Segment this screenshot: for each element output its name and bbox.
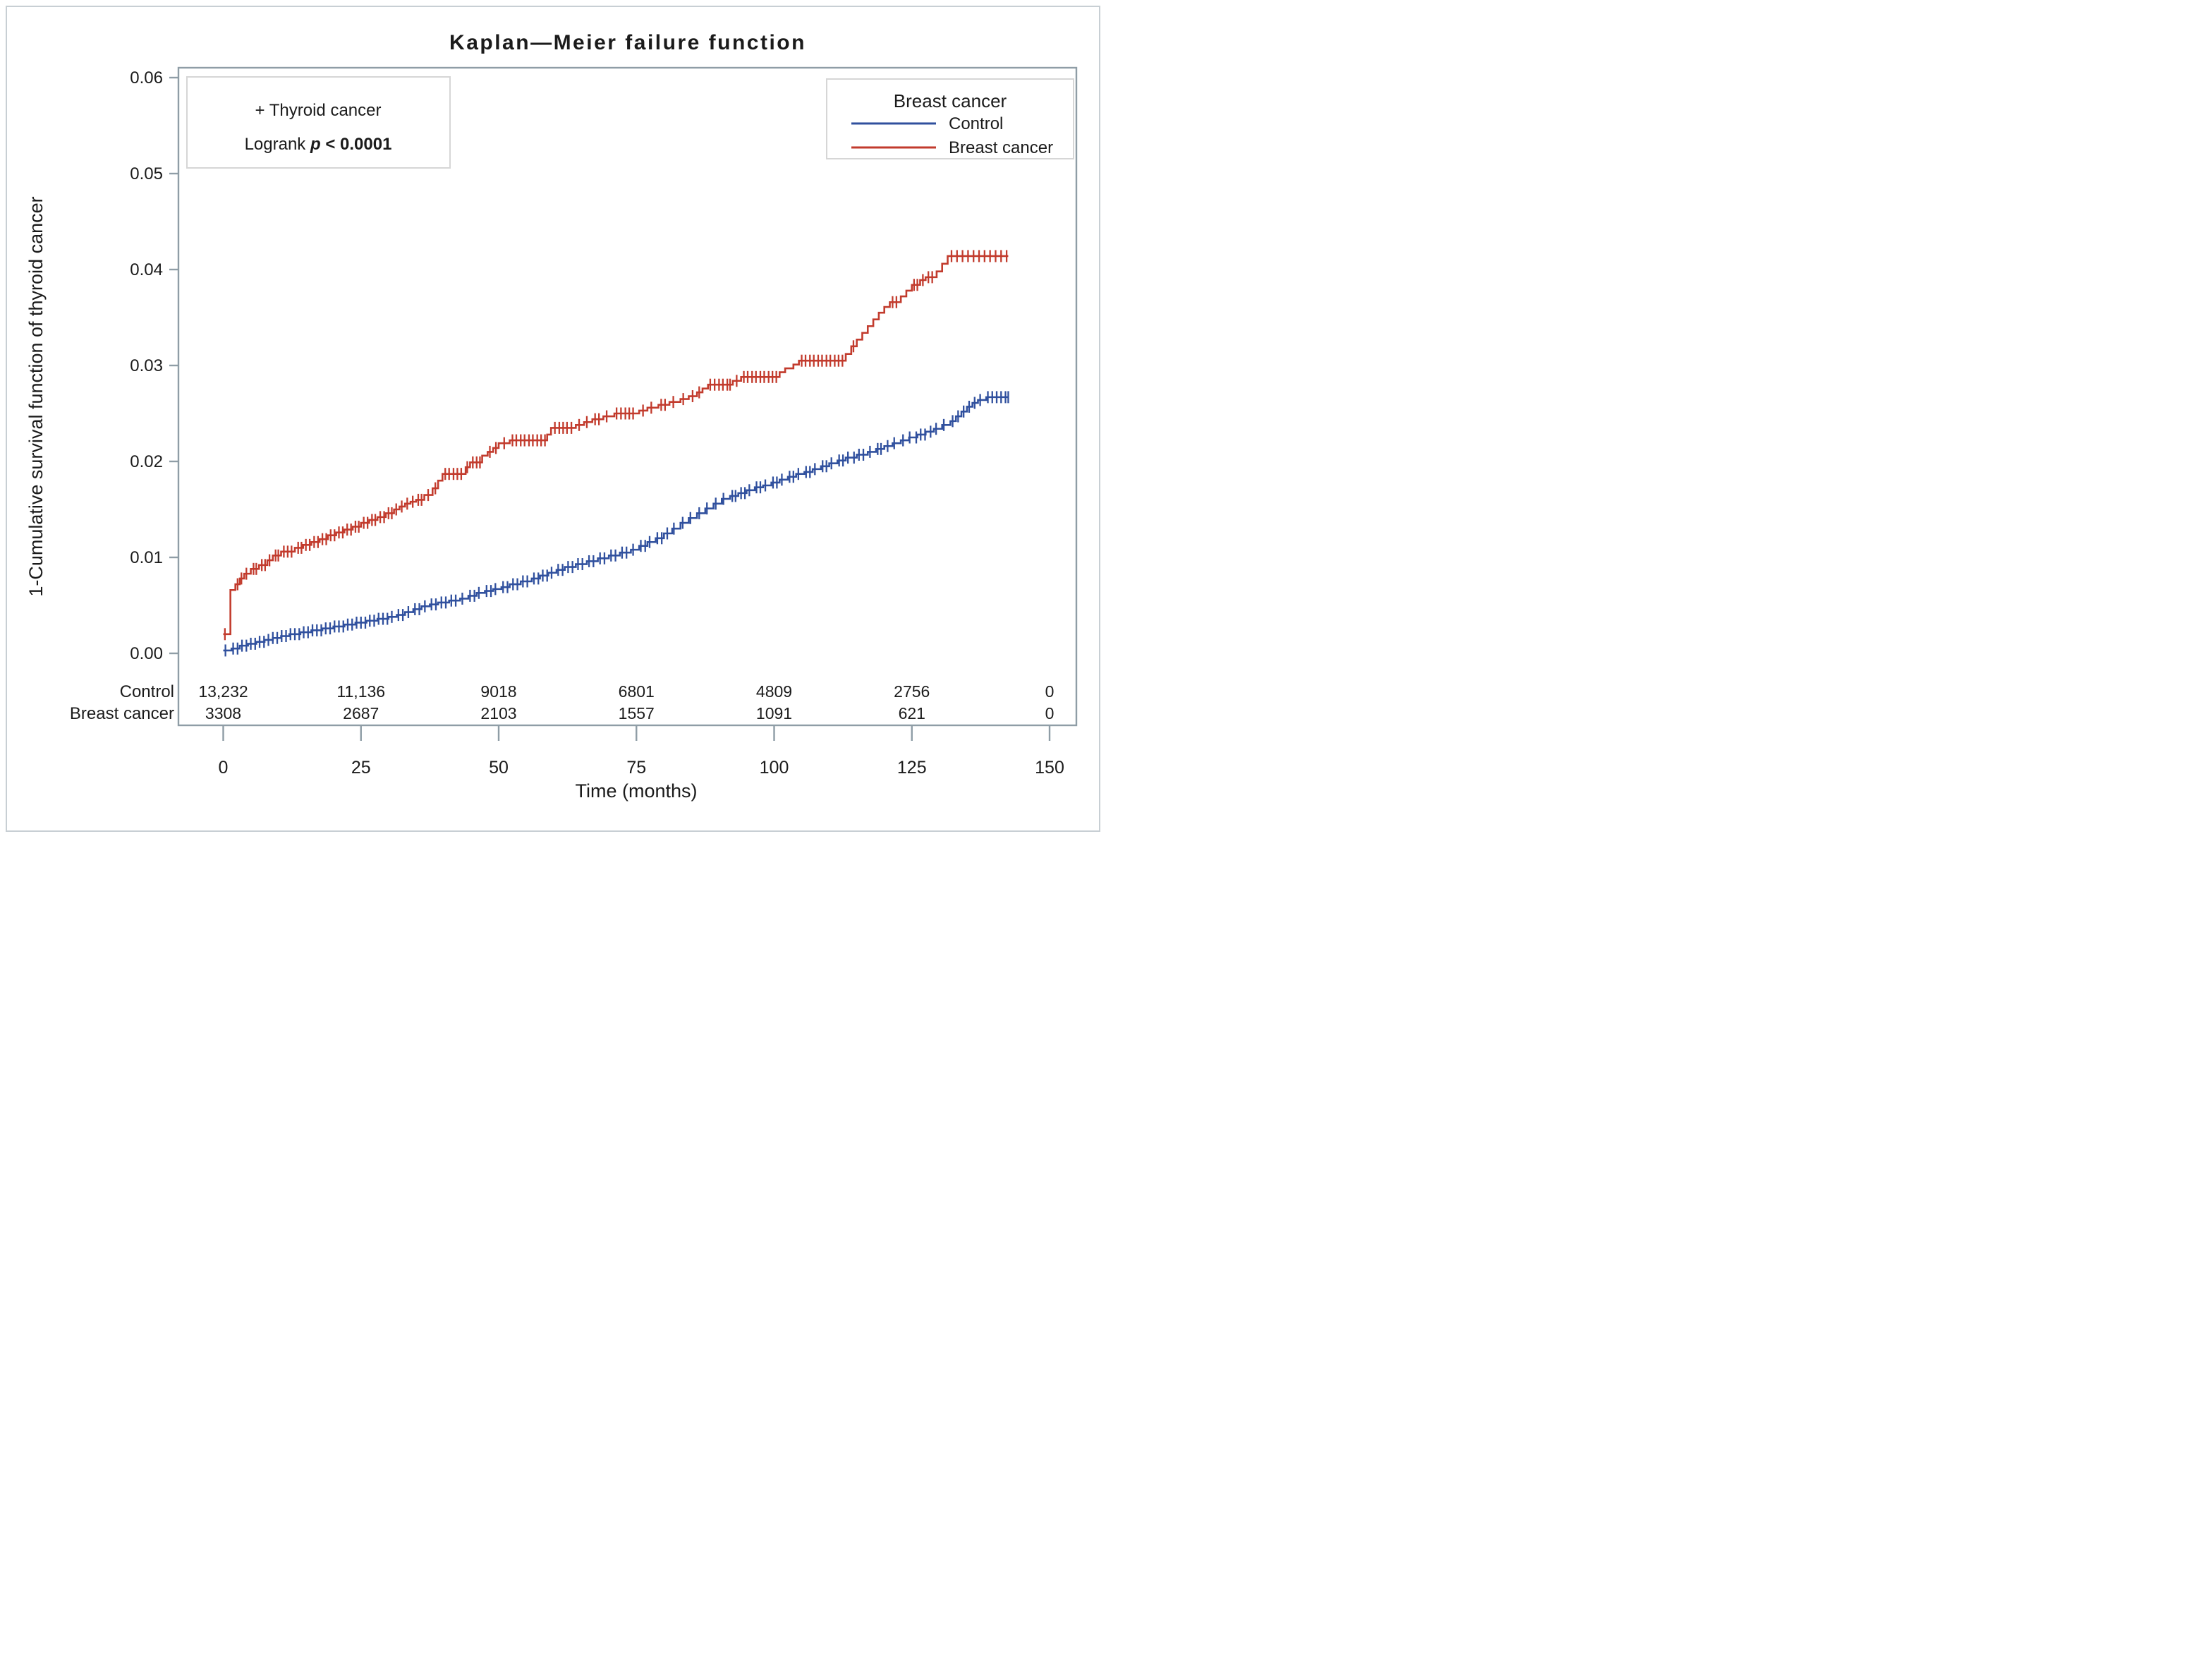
annotation-border	[186, 76, 451, 169]
x-tick-label: 50	[489, 758, 509, 778]
risk-count: 2756	[894, 682, 930, 701]
legend-title: Breast cancer	[894, 90, 1007, 111]
risk-count: 621	[899, 704, 925, 722]
risk-count: 13,232	[198, 682, 248, 701]
y-tick-label: 0.04	[130, 260, 163, 279]
x-tick-label: 0	[219, 758, 229, 778]
x-tick-label: 150	[1035, 758, 1064, 778]
risk-count: 1091	[756, 704, 792, 722]
y-axis-ticks: 0.00 0.01 0.02 0.03 0.04 0.05 0.06	[130, 68, 178, 663]
kaplan-meier-plot: Kaplan—Meier failure function 1-Cumulati…	[25, 31, 1078, 802]
annotation-line2: Logrank p < 0.0001	[245, 135, 392, 154]
logrank-prefix: Logrank	[245, 135, 310, 154]
risk-count: 2103	[480, 704, 516, 722]
risk-row-label-control: Control	[120, 682, 174, 701]
risk-count: 4809	[756, 682, 792, 701]
x-axis-title: Time (months)	[575, 780, 697, 802]
y-tick-label: 0.01	[130, 548, 163, 567]
risk-count: 6801	[619, 682, 655, 701]
risk-count: 2687	[343, 704, 379, 722]
x-tick-label: 125	[897, 758, 927, 778]
risk-count: 0	[1045, 704, 1055, 722]
risk-table-numbers: 13,232 11,136 9018 6801 4809 2756 0 3308 2687 210…	[198, 682, 1054, 722]
x-tick-label: 25	[351, 758, 371, 778]
legend: Breast cancer Control Breast cancer	[826, 78, 1074, 159]
legend-label-breast-cancer: Breast cancer	[949, 138, 1053, 157]
x-axis-ticks: 0 25 50 75 100 125 150	[219, 725, 1064, 778]
kaplan-meier-chart-page: { "title": "Kaplan—Meier failure functio…	[0, 0, 1106, 838]
y-axis-title: 1-Cumulative survival function of thyroi…	[25, 196, 47, 596]
y-tick-label: 0.02	[130, 452, 163, 471]
risk-count: 11,136	[336, 682, 385, 701]
km-curve-breast-cancer	[223, 255, 1009, 636]
risk-row-label-breast-cancer: Breast cancer	[70, 704, 174, 723]
risk-count: 9018	[480, 682, 516, 701]
y-tick-label: 0.06	[130, 68, 163, 87]
x-tick-label: 75	[626, 758, 646, 778]
survival-curves	[223, 250, 1009, 657]
logrank-p-symbol: p	[310, 135, 321, 154]
x-tick-label: 100	[760, 758, 789, 778]
risk-count: 0	[1045, 682, 1055, 701]
y-tick-label: 0.03	[130, 356, 163, 375]
risk-count: 1557	[619, 704, 655, 722]
risk-count: 3308	[205, 704, 241, 722]
y-tick-label: 0.05	[130, 164, 163, 183]
plot-frame	[177, 66, 1078, 727]
logrank-value: < 0.0001	[321, 135, 392, 154]
y-tick-label: 0.00	[130, 644, 163, 663]
legend-border	[826, 78, 1074, 159]
annotation-line1: + Thyroid cancer	[255, 101, 382, 120]
page-border	[6, 6, 1100, 832]
km-curve-control	[223, 396, 1009, 652]
legend-label-control: Control	[949, 114, 1003, 133]
logrank-annotation-box: + Thyroid cancer Logrank p < 0.0001	[186, 76, 451, 169]
chart-title: Kaplan—Meier failure function	[449, 31, 806, 54]
